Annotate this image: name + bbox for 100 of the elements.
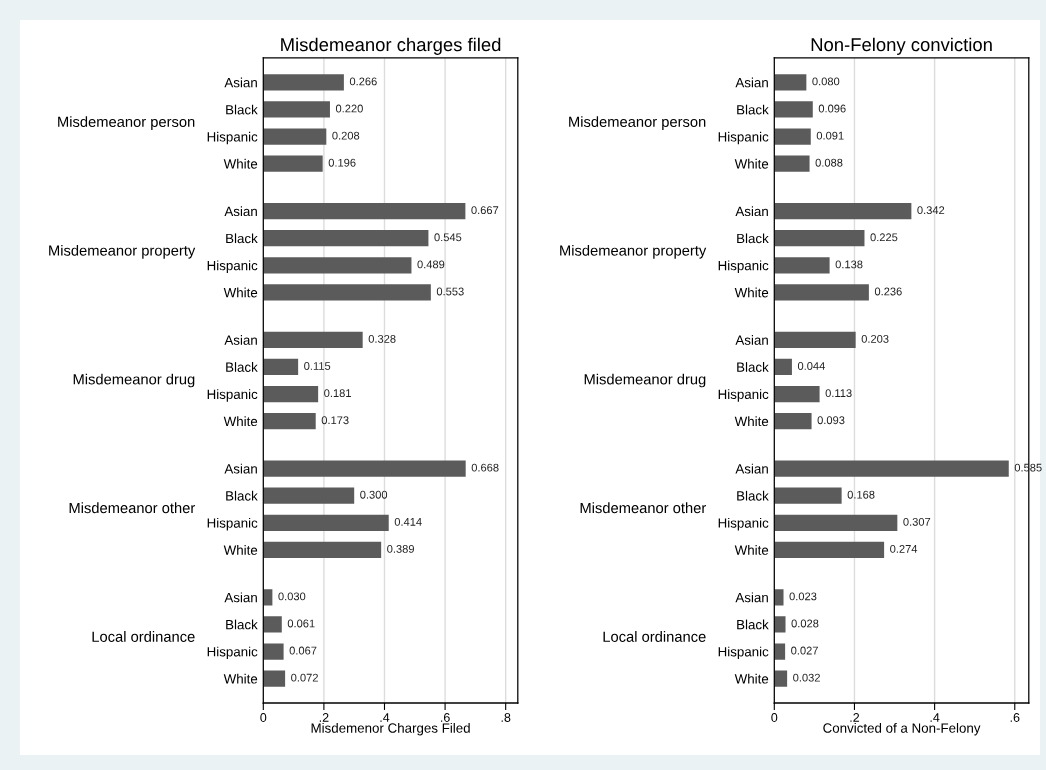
- x-axis-title: Convicted of a Non-Felony: [823, 722, 981, 736]
- data-label: 0.300: [360, 490, 388, 499]
- data-label: 0.489: [417, 260, 445, 269]
- y-tick-label: White: [223, 287, 258, 298]
- chart-title: Misdemeanor charges filed: [281, 37, 501, 55]
- y-tick-label: Asian: [735, 206, 768, 217]
- data-label: 0.668: [471, 463, 499, 472]
- x-tick-label: .2: [319, 713, 329, 722]
- y-tick-label: Black: [737, 362, 769, 372]
- y-tick-label: White: [223, 158, 258, 169]
- chart-title: Non-Felony conviction: [811, 37, 992, 55]
- y-tick-label: Hispanic: [718, 131, 769, 145]
- data-label: 0.342: [917, 206, 945, 215]
- data-label: 0.274: [890, 544, 918, 553]
- y-tick-label: Hispanic: [718, 646, 769, 660]
- x-tick-label: .8: [501, 713, 511, 722]
- y-tick-label: Hispanic: [207, 260, 258, 273]
- y-tick-label: Black: [226, 490, 258, 501]
- y-tick-label: Asian: [224, 592, 257, 603]
- y-tick-label: Hispanic: [718, 389, 769, 402]
- data-label: 0.030: [278, 592, 306, 601]
- data-label: 0.220: [335, 104, 363, 113]
- y-tick-label: Asian: [735, 77, 768, 88]
- y-tick-label: Asian: [735, 335, 768, 345]
- y-tick-label: Black: [226, 362, 258, 372]
- data-label: 0.307: [903, 517, 931, 526]
- data-label: 0.545: [434, 233, 462, 242]
- y-tick-label: Asian: [224, 77, 257, 88]
- data-label: 0.088: [815, 158, 843, 167]
- y-tick-label: White: [734, 158, 769, 169]
- data-label: 0.203: [861, 334, 889, 343]
- text: Misdemeanor person: [58, 116, 195, 130]
- data-label: 0.553: [436, 287, 464, 296]
- data-label: 0.115: [304, 362, 331, 370]
- x-tick-label: .4: [380, 713, 390, 722]
- data-label: 0.061: [287, 619, 315, 628]
- x-tick-label: .6: [1010, 713, 1020, 722]
- y-tick-label: Hispanic: [207, 131, 258, 145]
- data-label: 0.067: [289, 646, 317, 655]
- x-tick-label: 0: [260, 713, 267, 722]
- y-tick-label: Asian: [224, 206, 257, 217]
- y-tick-label: White: [223, 673, 258, 684]
- y-tick-label: Hispanic: [207, 389, 258, 402]
- y-tick-label: Black: [226, 619, 258, 630]
- data-label: 0.138: [835, 260, 863, 269]
- data-label: 0.072: [291, 673, 318, 682]
- data-label: 0.096: [818, 104, 846, 113]
- data-label: 0.208: [332, 131, 360, 140]
- y-tick-label: Asian: [735, 592, 768, 603]
- data-label: 0.080: [812, 77, 840, 86]
- y-tick-label: Black: [737, 619, 769, 630]
- y-tick-label: White: [734, 416, 769, 427]
- y-tick-label: White: [223, 545, 258, 555]
- y-tick-label: Asian: [224, 463, 257, 474]
- data-label: 0.044: [797, 362, 825, 370]
- y-tick-label: Black: [226, 104, 258, 115]
- y-tick-label: Hispanic: [207, 517, 258, 531]
- data-label: 0.389: [387, 544, 414, 553]
- data-label: 0.328: [368, 334, 396, 343]
- x-axis-title: Misdemenor Charges Filed: [311, 722, 470, 736]
- data-label: 0.023: [789, 592, 817, 601]
- data-label: 0.028: [791, 619, 819, 628]
- data-label: 0.113: [825, 389, 852, 398]
- y-tick-label: Black: [737, 233, 769, 244]
- x-tick-label: .2: [850, 713, 860, 722]
- y-tick-label: Hispanic: [718, 260, 769, 273]
- data-label: 0.236: [874, 287, 902, 296]
- text: Misdemeanor property: [49, 244, 196, 259]
- x-tick-label: .4: [930, 713, 940, 722]
- data-label: 0.093: [817, 416, 845, 425]
- text: Misdemeanor property: [560, 244, 707, 259]
- x-tick-label: .6: [441, 713, 450, 722]
- y-tick-label: White: [734, 673, 769, 684]
- data-label: 0.173: [321, 416, 349, 425]
- y-tick-label: White: [734, 287, 769, 298]
- y-tick-label: White: [734, 545, 769, 555]
- data-label: 0.032: [793, 673, 820, 682]
- text: Local ordinance: [92, 631, 195, 642]
- y-tick-label: Hispanic: [718, 517, 769, 531]
- y-tick-label: White: [223, 416, 258, 427]
- data-label: 0.091: [816, 131, 844, 140]
- y-tick-label: Asian: [735, 463, 768, 474]
- y-tick-label: Black: [737, 490, 769, 501]
- text: Misdemeanor drug: [73, 373, 195, 388]
- y-tick-label: Black: [226, 233, 258, 244]
- data-label: 0.266: [349, 77, 377, 86]
- data-label: 0.181: [324, 389, 351, 398]
- text: Misdemeanor person: [569, 116, 706, 130]
- data-label: 0.667: [471, 206, 499, 215]
- data-label: 0.225: [870, 233, 898, 242]
- text: Misdemeanor drug: [584, 373, 706, 388]
- text: Local ordinance: [603, 631, 706, 642]
- data-label: 0.196: [328, 158, 356, 167]
- text: Misdemeanor other: [69, 502, 196, 514]
- data-label: 0.168: [847, 490, 875, 499]
- x-tick-label: 0: [771, 713, 778, 722]
- y-tick-label: Hispanic: [207, 646, 258, 660]
- y-tick-label: Asian: [224, 335, 257, 345]
- y-tick-label: Black: [737, 104, 769, 115]
- text: Misdemeanor other: [580, 502, 707, 514]
